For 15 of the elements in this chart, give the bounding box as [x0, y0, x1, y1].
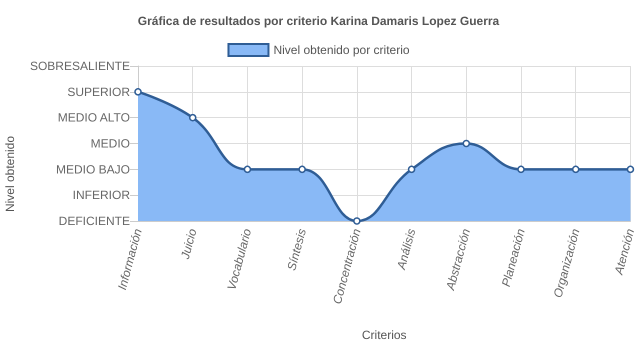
text: SUPERIOR: [67, 84, 130, 99]
text: INFERIOR: [72, 188, 130, 202]
legend-label: Nivel obtenido por criterio: [273, 43, 410, 57]
x-tick-label: Análisis: [394, 227, 418, 272]
text: MEDIO: [90, 136, 130, 150]
x-tick-label: Juicio: [178, 226, 200, 262]
x-tick-label: Atención: [611, 226, 637, 277]
text: SOBRESALIENTE: [30, 59, 130, 73]
text: Nivel obtenido: [3, 136, 17, 212]
x-tick-label: Síntesis: [284, 227, 309, 272]
text: DEFICIENTE: [58, 214, 130, 228]
x-axis-title: Criterios: [362, 328, 407, 342]
text: MEDIO BAJO: [56, 162, 130, 176]
text: MEDIO ALTO: [58, 110, 130, 125]
chart-title: Gráfica de resultados por criterio Karina Damaris Lopez Guerra: [138, 14, 500, 28]
